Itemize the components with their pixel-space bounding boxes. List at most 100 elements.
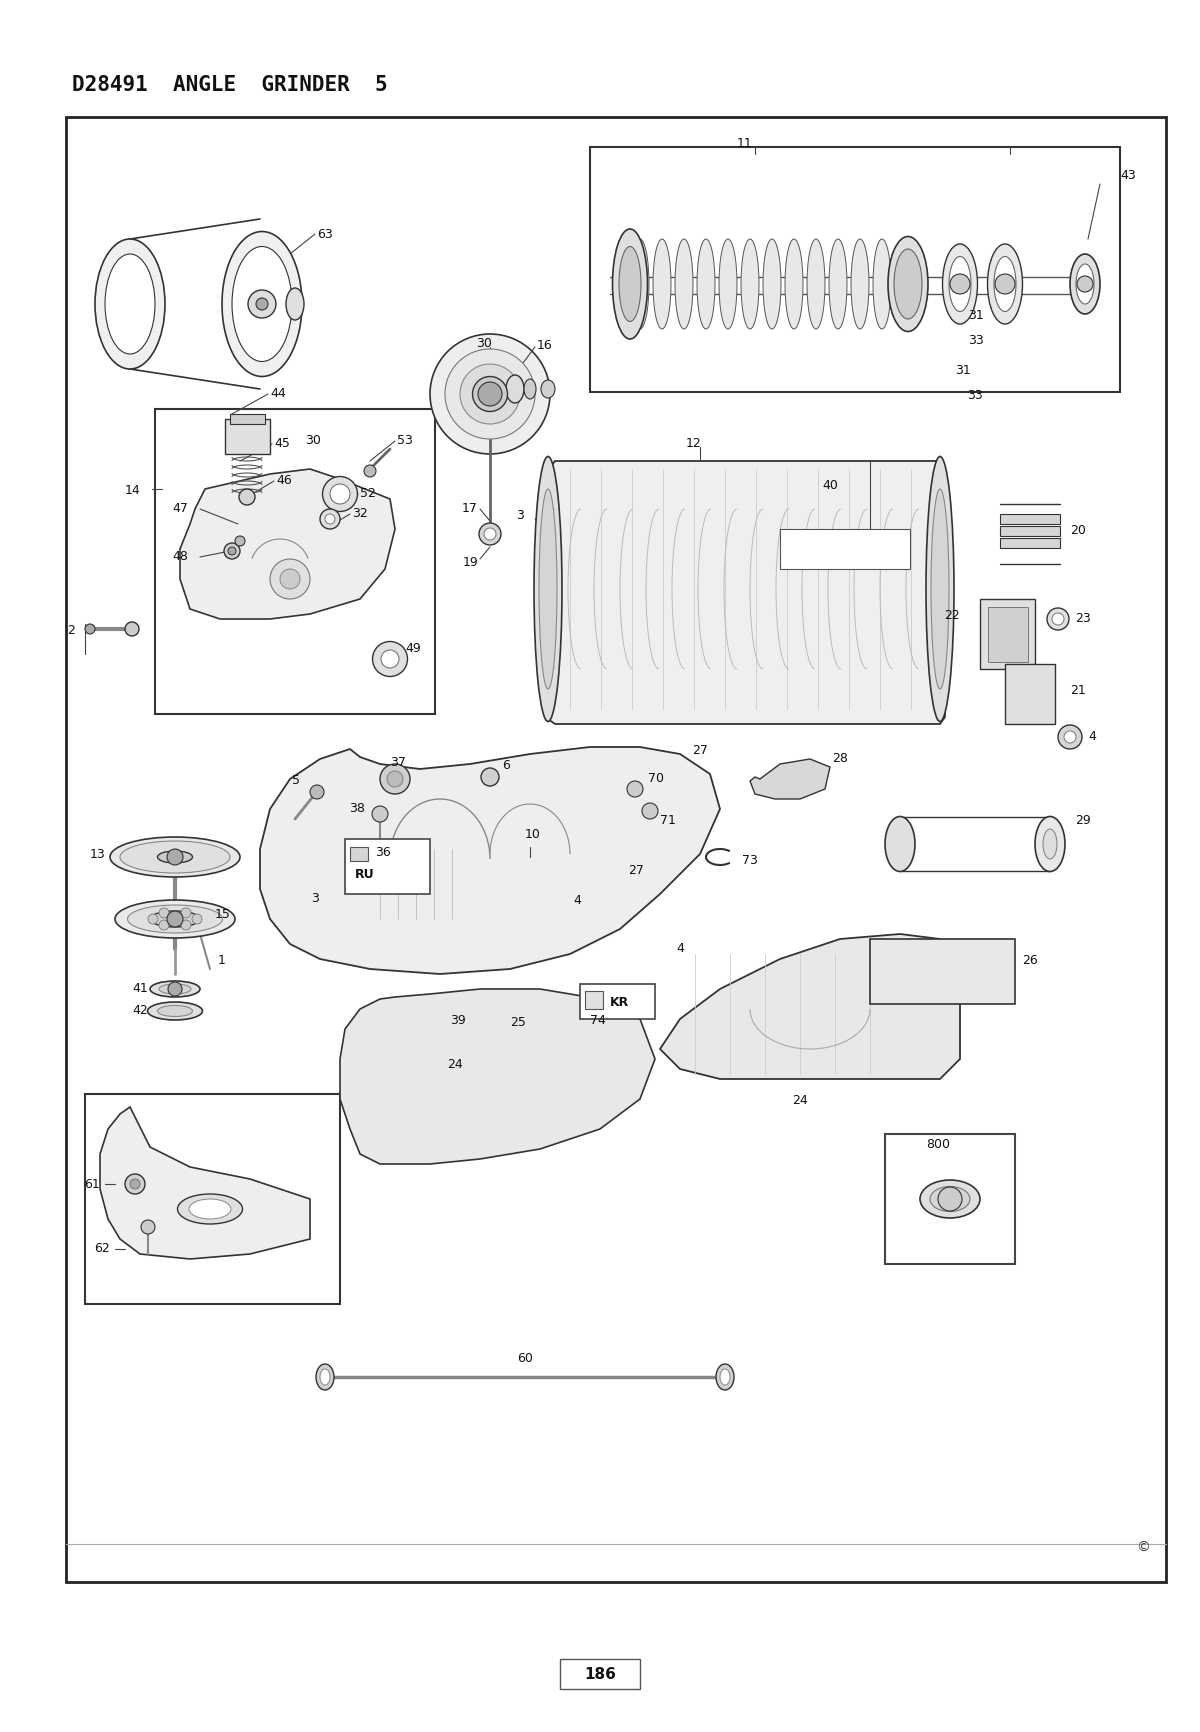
Text: 36: 36 xyxy=(376,845,391,859)
Text: 4: 4 xyxy=(574,894,581,906)
Text: 46: 46 xyxy=(276,473,292,487)
Text: 60: 60 xyxy=(517,1351,533,1363)
Circle shape xyxy=(628,781,643,797)
Ellipse shape xyxy=(631,239,649,329)
Ellipse shape xyxy=(653,239,671,329)
Ellipse shape xyxy=(926,457,954,722)
Ellipse shape xyxy=(157,852,192,864)
Ellipse shape xyxy=(785,239,803,329)
Ellipse shape xyxy=(539,490,557,689)
Text: 33: 33 xyxy=(968,333,984,346)
Text: 20: 20 xyxy=(1070,523,1086,537)
Ellipse shape xyxy=(157,1006,192,1017)
Circle shape xyxy=(235,537,245,547)
Ellipse shape xyxy=(719,239,737,329)
Ellipse shape xyxy=(150,982,200,998)
Text: 3: 3 xyxy=(516,507,524,521)
Ellipse shape xyxy=(473,378,508,412)
Ellipse shape xyxy=(1052,613,1064,625)
Text: 73: 73 xyxy=(742,852,758,866)
Text: 13: 13 xyxy=(89,849,106,861)
Ellipse shape xyxy=(524,379,536,400)
Circle shape xyxy=(280,570,300,589)
Ellipse shape xyxy=(190,1199,232,1219)
Text: 61: 61 xyxy=(84,1178,100,1192)
Text: 11: 11 xyxy=(737,137,752,149)
Ellipse shape xyxy=(232,248,292,362)
Circle shape xyxy=(248,291,276,319)
Ellipse shape xyxy=(949,258,971,312)
Text: 63: 63 xyxy=(317,227,332,241)
Circle shape xyxy=(478,383,502,407)
Text: 186: 186 xyxy=(584,1666,616,1682)
Ellipse shape xyxy=(697,239,715,329)
Text: 37: 37 xyxy=(390,755,406,767)
Text: 74: 74 xyxy=(590,1013,606,1025)
Polygon shape xyxy=(660,935,960,1079)
Ellipse shape xyxy=(479,523,502,546)
Ellipse shape xyxy=(894,249,922,320)
Ellipse shape xyxy=(942,244,978,326)
Ellipse shape xyxy=(127,906,222,934)
Ellipse shape xyxy=(808,239,826,329)
Text: 26: 26 xyxy=(1022,953,1038,966)
Bar xyxy=(590,147,1120,393)
Circle shape xyxy=(181,908,191,918)
Text: 800: 800 xyxy=(926,1138,950,1150)
Ellipse shape xyxy=(506,376,524,404)
Ellipse shape xyxy=(222,232,302,378)
Text: 53: 53 xyxy=(397,433,413,447)
Polygon shape xyxy=(540,462,946,724)
Ellipse shape xyxy=(445,350,535,440)
Ellipse shape xyxy=(320,509,340,530)
Circle shape xyxy=(168,982,182,996)
Ellipse shape xyxy=(1070,255,1100,315)
Circle shape xyxy=(938,1188,962,1211)
Circle shape xyxy=(310,786,324,800)
Circle shape xyxy=(125,1174,145,1195)
Text: 27: 27 xyxy=(628,863,644,876)
Polygon shape xyxy=(100,1107,310,1259)
Ellipse shape xyxy=(110,838,240,878)
Ellipse shape xyxy=(994,258,1016,312)
Text: 25: 25 xyxy=(510,1015,526,1027)
Bar xyxy=(1006,665,1055,724)
Circle shape xyxy=(130,1179,140,1190)
Text: RU: RU xyxy=(355,868,374,882)
Ellipse shape xyxy=(430,334,550,456)
Polygon shape xyxy=(340,989,655,1164)
Ellipse shape xyxy=(676,239,694,329)
Ellipse shape xyxy=(888,237,928,333)
Ellipse shape xyxy=(125,622,139,637)
Circle shape xyxy=(642,804,658,819)
Text: 27: 27 xyxy=(692,743,708,757)
Text: 41: 41 xyxy=(132,980,148,994)
Ellipse shape xyxy=(484,528,496,540)
Ellipse shape xyxy=(286,289,304,320)
Bar xyxy=(85,1095,340,1304)
Ellipse shape xyxy=(316,1365,334,1391)
Circle shape xyxy=(228,547,236,556)
Text: 4: 4 xyxy=(676,940,684,954)
Ellipse shape xyxy=(320,1370,330,1386)
Circle shape xyxy=(160,920,169,930)
Bar xyxy=(350,847,368,861)
Ellipse shape xyxy=(534,457,562,722)
Text: 52: 52 xyxy=(360,487,376,499)
Ellipse shape xyxy=(160,984,191,994)
Ellipse shape xyxy=(460,365,520,424)
Text: D28491  ANGLE  GRINDER  5: D28491 ANGLE GRINDER 5 xyxy=(72,74,388,95)
Text: 62: 62 xyxy=(95,1240,110,1254)
Circle shape xyxy=(995,275,1015,294)
Bar xyxy=(1000,539,1060,549)
Ellipse shape xyxy=(115,901,235,939)
Bar xyxy=(1000,527,1060,537)
Ellipse shape xyxy=(874,239,892,329)
Text: 44: 44 xyxy=(270,386,286,400)
Bar xyxy=(870,939,1015,1005)
Text: 10: 10 xyxy=(526,828,541,842)
Ellipse shape xyxy=(886,818,916,871)
Text: 23: 23 xyxy=(1075,611,1091,624)
Ellipse shape xyxy=(372,643,408,677)
Ellipse shape xyxy=(829,239,847,329)
